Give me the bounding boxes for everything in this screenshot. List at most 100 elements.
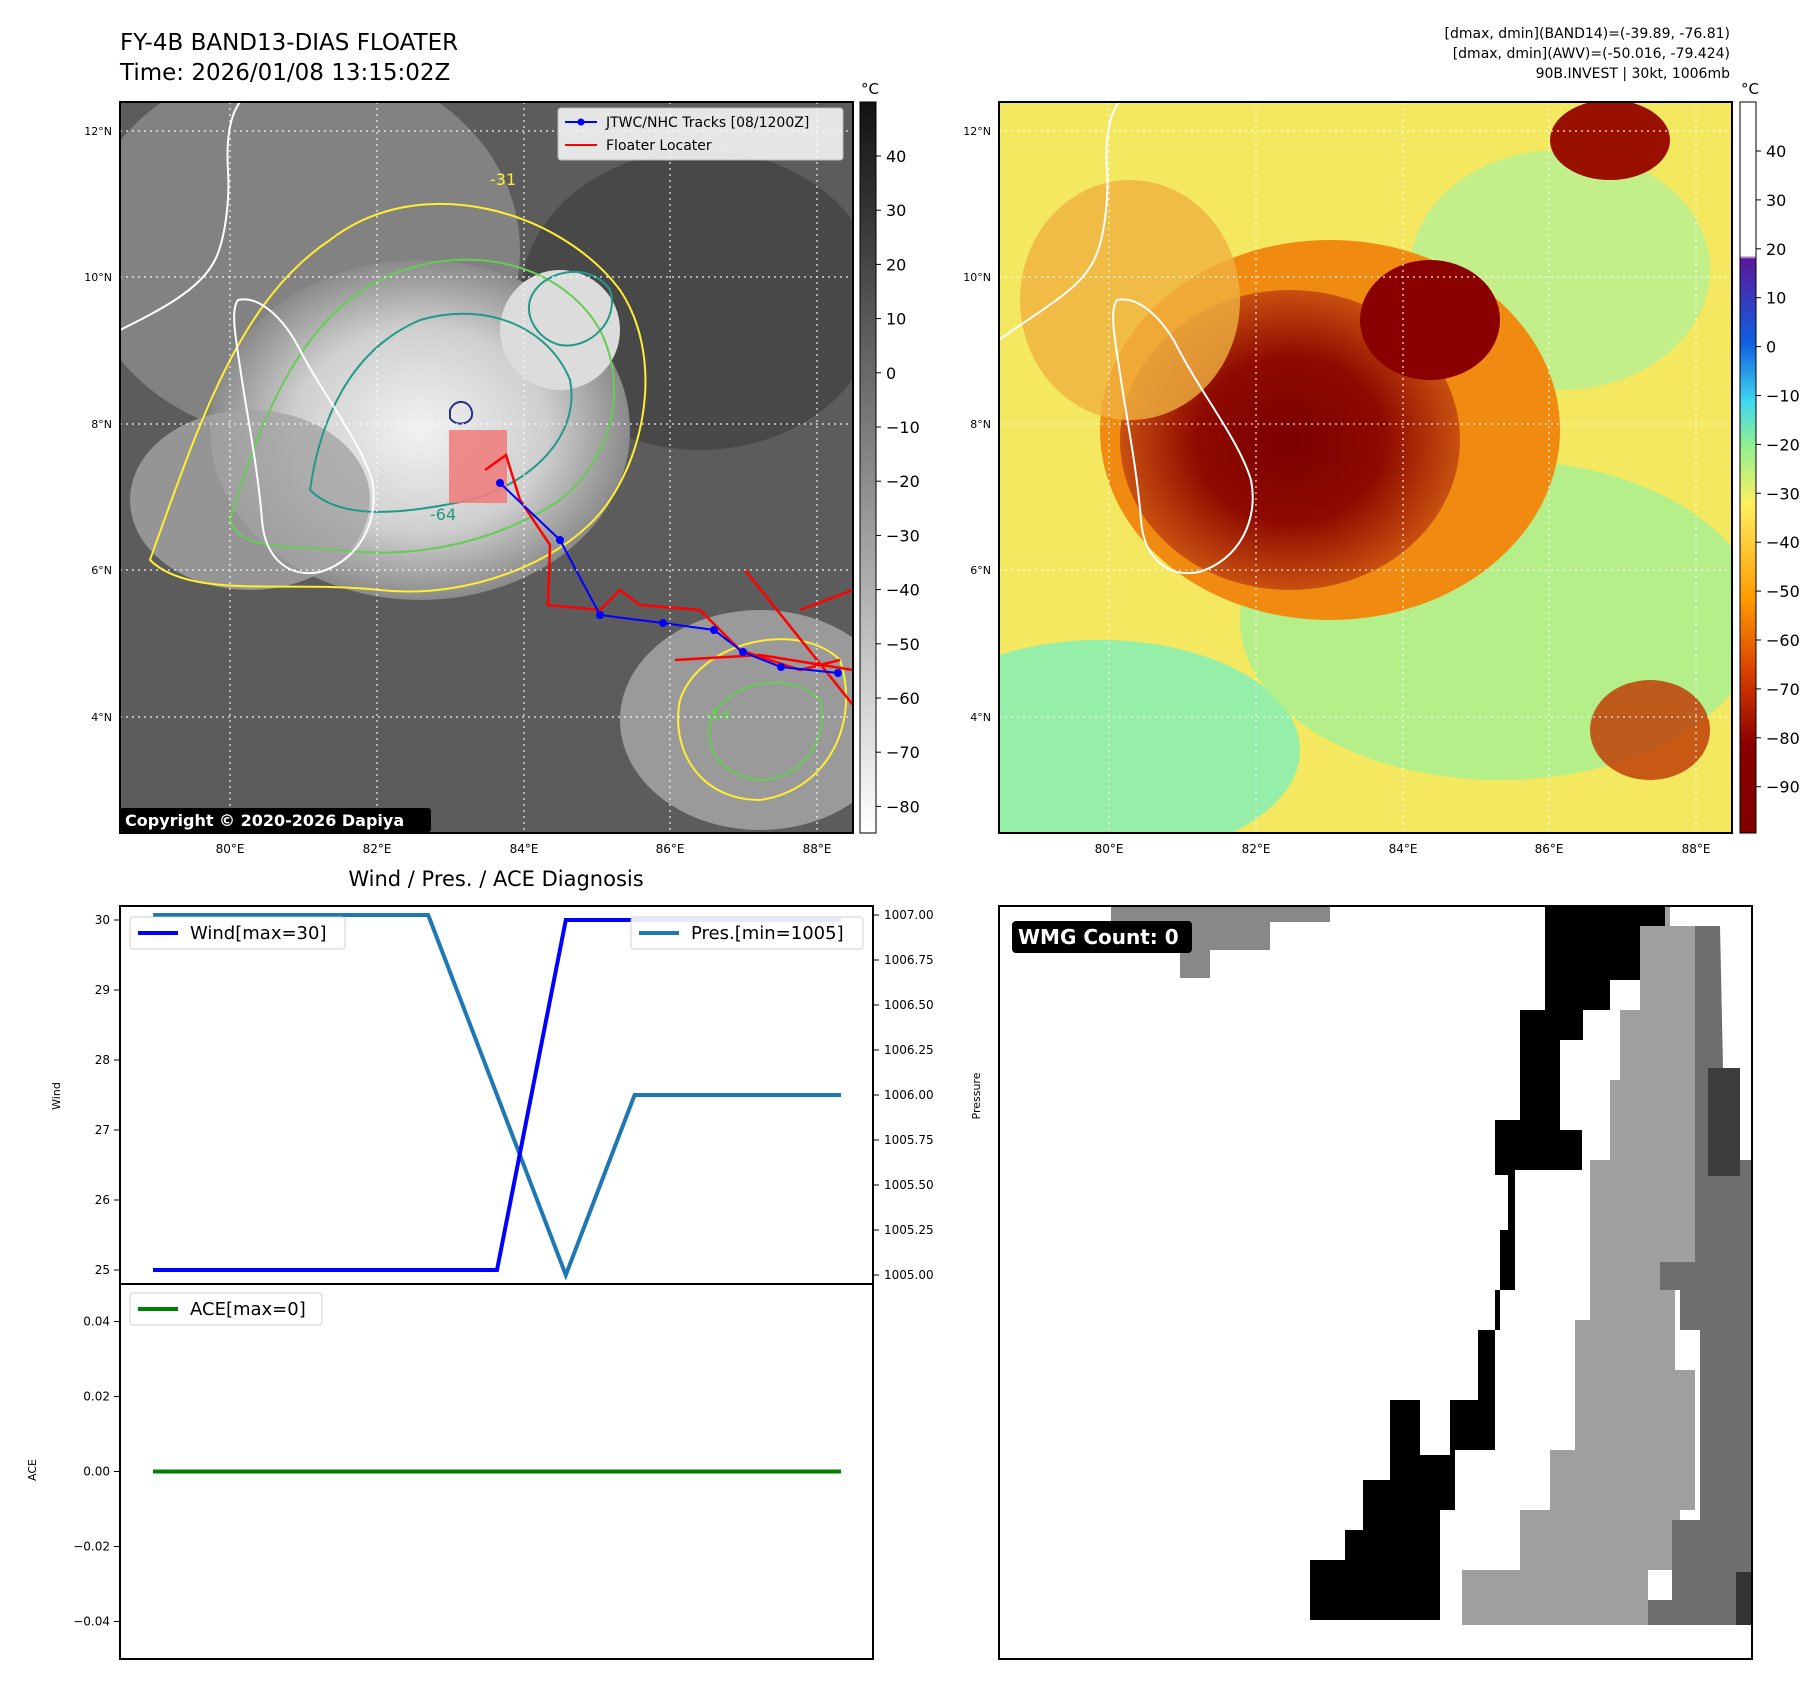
ir-colorbar-tick-label: 40	[886, 147, 906, 166]
contour-label-64: -64	[430, 505, 456, 524]
awv-gridlines	[999, 102, 1732, 833]
awv-map-panel: 12°N 10°N 8°N 6°N 4°N 80°E 82°E 84°E 86°…	[963, 80, 1800, 856]
ir-lat-8: 8°N	[91, 418, 112, 431]
ir-map-frame	[119, 101, 854, 834]
awv-coastline-srilanka	[1112, 298, 1254, 575]
pressure-legend	[630, 916, 864, 950]
floater-box	[449, 430, 507, 503]
wmg-black-region	[1310, 906, 1665, 1620]
wind-axis-tick-label: 25	[95, 1263, 110, 1277]
wind-axis-ticks: 30 29 28 27 26 25	[95, 913, 120, 1277]
ace-axis-tick-label: −0.04	[73, 1615, 110, 1629]
ir-colorbar-tick-label: −10	[886, 418, 920, 437]
wind-axis-tick-label: 27	[95, 1123, 110, 1137]
ir-colorbar-unit: °C	[861, 80, 879, 98]
ir-colorbar-ticks: 40 30 20 10 0 −10 −20 −30 −40 −50 −60 −70 −80	[876, 147, 920, 816]
pressure-line	[153, 913, 841, 1281]
jtwc-track	[499, 482, 839, 674]
awv-lon-labels: 80°E 82°E 84°E 86°E 88°E	[1095, 842, 1711, 856]
pressure-axis-tick-label: 1005.00	[884, 1268, 934, 1282]
awv-lat-4: 4°N	[970, 711, 991, 724]
awv-colorbar-tick-label: −40	[1766, 533, 1800, 552]
ir-lat-labels: 12°N 10°N 8°N 6°N 4°N	[84, 125, 112, 724]
awv-lat-6: 6°N	[970, 564, 991, 577]
wmg-badge-text: WMG Count: 0	[1018, 925, 1179, 949]
legend-track-marker	[577, 118, 585, 126]
ir-colorbar-tick-label: 20	[886, 255, 906, 274]
copyright-badge	[120, 808, 431, 832]
wind-axis-tick-label: 30	[95, 913, 110, 927]
awv-cell-ne	[1550, 102, 1670, 180]
awv-lat-labels: 12°N 10°N 8°N 6°N 4°N	[963, 125, 991, 724]
ir-lon-80: 80°E	[216, 842, 245, 856]
awv-map-frame	[998, 101, 1733, 834]
awv-colorbar-tick-label: 20	[1766, 240, 1786, 259]
wind-axis-tick-label: 26	[95, 1193, 110, 1207]
wmg-lightgray-region	[1462, 906, 1695, 1625]
awv-colorbar-unit: °C	[1741, 80, 1759, 98]
pressure-axis-tick-label: 1007.00	[884, 908, 934, 922]
awv-colorbar-ticks: 40 30 20 10 0 −10 −20 −30 −40 −50 −60 −70 −80 −90	[1756, 142, 1800, 797]
wind-legend	[129, 916, 346, 950]
pressure-legend-label: Pres.[min=1005]	[691, 923, 844, 944]
legend-locater-label: Floater Locater	[606, 138, 712, 154]
copyright-text: Copyright © 2020-2026 Dapiya	[125, 811, 404, 830]
pressure-axis-tick-label: 1005.25	[884, 1223, 934, 1237]
ace-legend-label: ACE[max=0]	[190, 1299, 306, 1320]
awv-colorbar-tick-label: 30	[1766, 191, 1786, 210]
info-awv: [dmax, dmin](AWV)=(-50.016, -79.424)	[1453, 46, 1730, 62]
ir-lat-6: 6°N	[91, 564, 112, 577]
floater-locater-line-2	[674, 569, 853, 706]
awv-colorbar-tick-label: −20	[1766, 435, 1800, 454]
ir-colorbar-tick-label: 10	[886, 310, 906, 329]
coastline-india	[120, 102, 241, 331]
ir-lon-82: 82°E	[363, 842, 392, 856]
cloud-sw	[130, 410, 370, 590]
pressure-axis-tick-label: 1006.00	[884, 1088, 934, 1102]
contour-64	[308, 312, 573, 513]
figure-timestamp: Time: 2026/01/08 13:15:02Z	[119, 60, 450, 86]
pressure-axis-tick-label: 1006.25	[884, 1043, 934, 1057]
coastline-srilanka	[233, 298, 375, 575]
ace-axis-tick-label: 0.04	[83, 1315, 110, 1329]
diagnosis-title: Wind / Pres. / ACE Diagnosis	[348, 867, 643, 891]
ir-lon-86: 86°E	[656, 842, 685, 856]
wind-axis-tick-label: 28	[95, 1053, 110, 1067]
info-band14: [dmax, dmin](BAND14)=(-39.89, -76.81)	[1445, 26, 1731, 42]
ir-colorbar-tick-label: 0	[886, 364, 896, 383]
contour-31	[148, 202, 647, 593]
wmg-frame	[998, 905, 1753, 1660]
contour-54	[228, 258, 616, 554]
awv-colorbar-tick-label: −10	[1766, 387, 1800, 406]
awv-colorbar-tick-label: 0	[1766, 338, 1776, 357]
wmg-darkgray-region	[1648, 926, 1752, 1625]
pressure-axis-tick-label: 1005.50	[884, 1178, 934, 1192]
ace-chart: ACE 0.04 0.02 0.00 −0.02 −0.04 ACE[max=0]	[26, 1283, 874, 1660]
ir-lon-84: 84°E	[510, 842, 539, 856]
awv-coastline-india	[999, 102, 1120, 341]
awv-lat-8: 8°N	[970, 418, 991, 431]
ir-lon-88: 88°E	[803, 842, 832, 856]
ir-colorbar-tick-label: 30	[886, 201, 906, 220]
ace-legend	[129, 1292, 323, 1326]
contour-64-cell	[528, 271, 613, 347]
wmg-panel: WMG Count: 0	[998, 905, 1753, 1660]
awv-colorbar-tick-label: −30	[1766, 484, 1800, 503]
awv-lon-82: 82°E	[1242, 842, 1271, 856]
wind-axis-tick-label: 29	[95, 983, 110, 997]
awv-colorbar-tick-label: −80	[1766, 729, 1800, 748]
jtwc-track-points	[496, 479, 842, 677]
contour-54-se	[708, 681, 823, 782]
awv-colorbar-tick-label: −60	[1766, 631, 1800, 650]
ir-lon-labels: 80°E 82°E 84°E 86°E 88°E	[216, 842, 832, 856]
ir-colorbar-tick-label: −60	[886, 689, 920, 708]
pressure-axis-tick-label: 1006.75	[884, 953, 934, 967]
awv-colorbar-tick-label: 10	[1766, 289, 1786, 308]
info-storm: 90B.INVEST | 30kt, 1006mb	[1536, 66, 1731, 82]
cloud-se	[620, 610, 853, 830]
ace-axis-tick-label: 0.02	[83, 1390, 110, 1404]
ir-colorbar-tick-label: −50	[886, 635, 920, 654]
ace-axis-tick-label: 0.00	[83, 1465, 110, 1479]
awv-moist-sw	[999, 640, 1300, 833]
